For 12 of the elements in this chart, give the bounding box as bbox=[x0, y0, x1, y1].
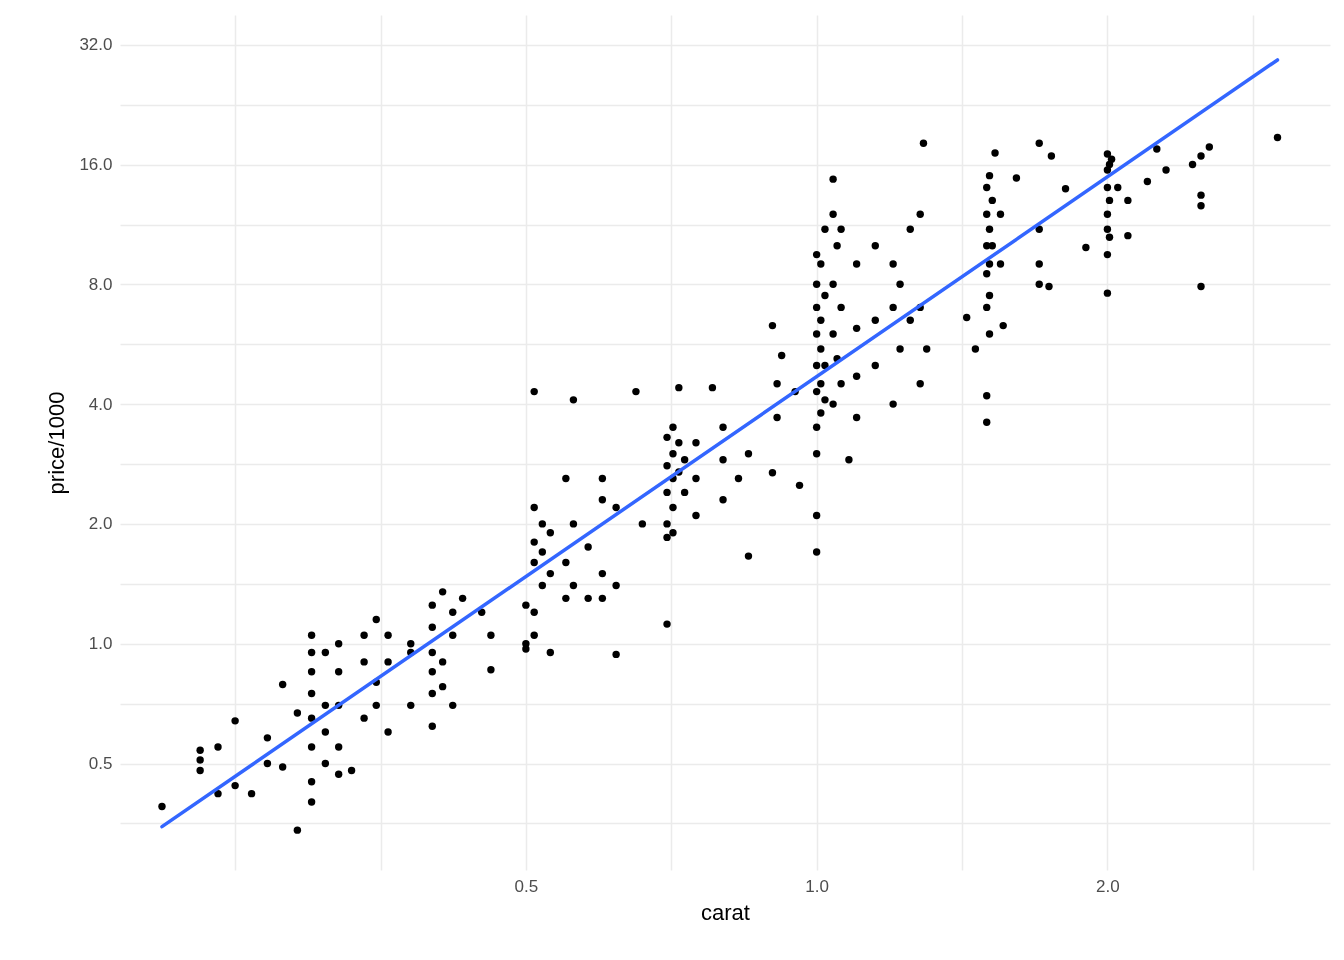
y-tick-label: 1.0 bbox=[88, 634, 113, 654]
y-tick-label: 32.0 bbox=[79, 35, 113, 55]
x-tick-label: 2.0 bbox=[1096, 876, 1120, 896]
y-tick-label: 0.5 bbox=[88, 754, 113, 773]
y-axis-title: price/1000 bbox=[44, 391, 70, 495]
x-axis-title: carat bbox=[701, 899, 750, 925]
x-tick-label: 0.5 bbox=[514, 876, 539, 896]
y-tick-label: 4.0 bbox=[88, 394, 113, 414]
y-tick-label: 2.0 bbox=[88, 514, 113, 534]
y-tick-label: 8.0 bbox=[88, 274, 113, 294]
y-tick-label: 16.0 bbox=[79, 155, 113, 174]
x-tick-label: 1.0 bbox=[805, 876, 829, 896]
